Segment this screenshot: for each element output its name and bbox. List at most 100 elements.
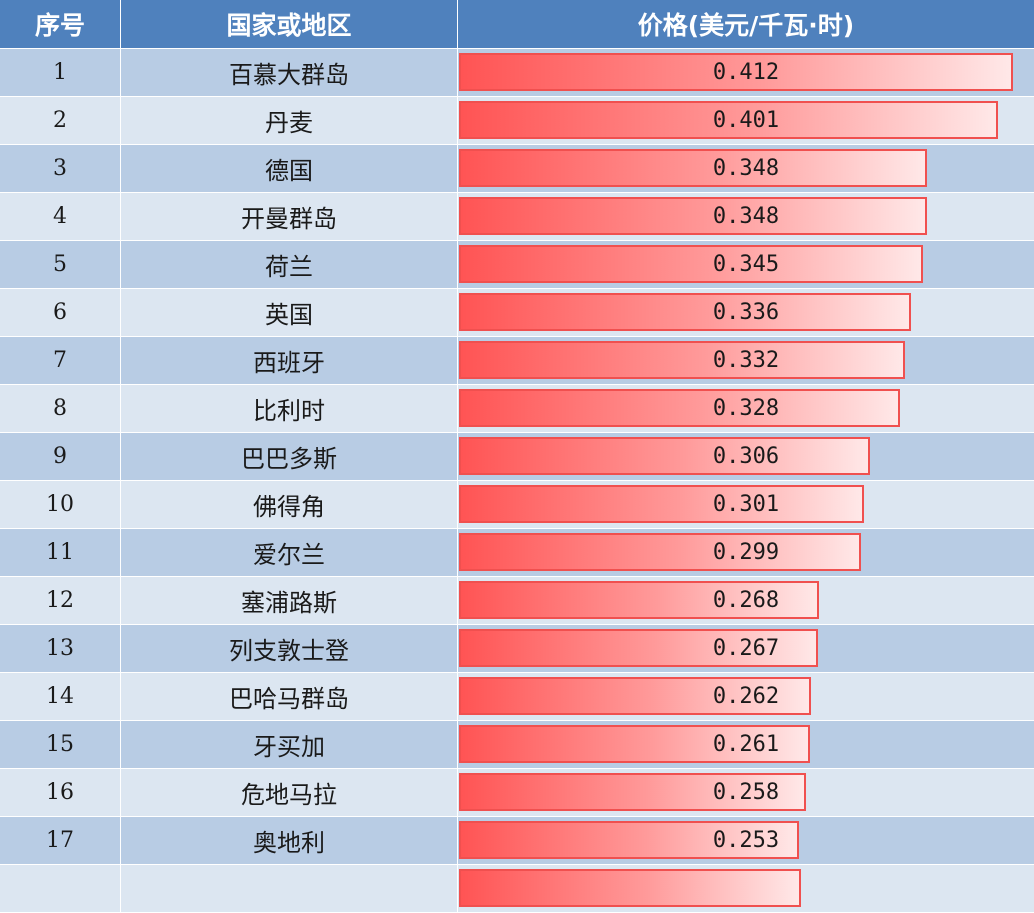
price-cell: 0.306 — [458, 433, 1034, 480]
country-cell: 比利时 — [121, 385, 457, 432]
price-cell: 0.262 — [458, 673, 1034, 720]
table-row: 17 奥地利 0.253 — [0, 817, 1034, 865]
rank-cell: 1 — [0, 49, 120, 96]
price-cell: 0.301 — [458, 481, 1034, 528]
country-cell: 牙买加 — [121, 721, 457, 768]
rank-cell: 17 — [0, 817, 120, 864]
table-row: 7 西班牙 0.332 — [0, 337, 1034, 385]
country-cell: 危地马拉 — [121, 769, 457, 816]
rank-cell: 12 — [0, 577, 120, 624]
table-row: 14 巴哈马群岛 0.262 — [0, 673, 1034, 721]
price-cell: 0.253 — [458, 817, 1034, 864]
data-bar — [459, 245, 923, 283]
country-cell: 佛得角 — [121, 481, 457, 528]
price-value: 0.412 — [712, 60, 780, 85]
table-row: 15 牙买加 0.261 — [0, 721, 1034, 769]
country-cell: 英国 — [121, 289, 457, 336]
price-value: 0.348 — [712, 156, 780, 181]
table-row: 1 百慕大群岛 0.412 — [0, 49, 1034, 97]
price-cell: 0.348 — [458, 145, 1034, 192]
rank-cell: 8 — [0, 385, 120, 432]
table-row: 4 开曼群岛 0.348 — [0, 193, 1034, 241]
data-bar — [459, 533, 861, 571]
table-row-partial — [0, 865, 1034, 913]
rank-cell: 11 — [0, 529, 120, 576]
price-value: 0.401 — [712, 108, 780, 133]
price-cell: 0.268 — [458, 577, 1034, 624]
data-bar — [459, 485, 864, 523]
price-cell: 0.348 — [458, 193, 1034, 240]
price-value: 0.348 — [712, 204, 780, 229]
country-cell — [121, 865, 457, 912]
rank-cell: 7 — [0, 337, 120, 384]
price-value: 0.345 — [712, 252, 780, 277]
price-value: 0.267 — [712, 636, 780, 661]
rank-cell: 6 — [0, 289, 120, 336]
price-cell: 0.258 — [458, 769, 1034, 816]
table-row: 8 比利时 0.328 — [0, 385, 1034, 433]
table-row: 9 巴巴多斯 0.306 — [0, 433, 1034, 481]
header-price: 价格(美元/千瓦·时) — [458, 0, 1034, 48]
rank-cell: 16 — [0, 769, 120, 816]
rank-cell: 5 — [0, 241, 120, 288]
data-bar — [459, 101, 998, 139]
country-cell: 西班牙 — [121, 337, 457, 384]
country-cell: 百慕大群岛 — [121, 49, 457, 96]
price-value: 0.258 — [712, 780, 780, 805]
price-value: 0.336 — [712, 300, 780, 325]
table-row: 12 塞浦路斯 0.268 — [0, 577, 1034, 625]
country-cell: 塞浦路斯 — [121, 577, 457, 624]
data-bar — [459, 53, 1013, 91]
price-cell: 0.267 — [458, 625, 1034, 672]
rank-cell: 15 — [0, 721, 120, 768]
country-cell: 德国 — [121, 145, 457, 192]
data-bar — [459, 725, 810, 763]
header-country: 国家或地区 — [121, 0, 457, 48]
data-bar — [459, 773, 806, 811]
table-row: 10 佛得角 0.301 — [0, 481, 1034, 529]
price-value: 0.306 — [712, 444, 780, 469]
country-cell: 巴哈马群岛 — [121, 673, 457, 720]
country-cell: 荷兰 — [121, 241, 457, 288]
price-cell: 0.345 — [458, 241, 1034, 288]
data-bar — [459, 341, 905, 379]
price-cell — [458, 865, 1034, 912]
rank-cell: 14 — [0, 673, 120, 720]
rank-cell: 2 — [0, 97, 120, 144]
price-cell: 0.299 — [458, 529, 1034, 576]
data-bar — [459, 869, 801, 907]
price-cell: 0.401 — [458, 97, 1034, 144]
price-value: 0.328 — [712, 396, 780, 421]
table-row: 16 危地马拉 0.258 — [0, 769, 1034, 817]
table-row: 3 德国 0.348 — [0, 145, 1034, 193]
data-bar — [459, 581, 819, 619]
data-bar — [459, 389, 900, 427]
table-row: 11 爱尔兰 0.299 — [0, 529, 1034, 577]
table-row: 2 丹麦 0.401 — [0, 97, 1034, 145]
data-bar — [459, 293, 911, 331]
rank-cell — [0, 865, 120, 912]
price-cell: 0.412 — [458, 49, 1034, 96]
price-value: 0.261 — [712, 732, 780, 757]
country-cell: 开曼群岛 — [121, 193, 457, 240]
country-cell: 列支敦士登 — [121, 625, 457, 672]
rank-cell: 9 — [0, 433, 120, 480]
rank-cell: 10 — [0, 481, 120, 528]
data-bar — [459, 149, 927, 187]
data-bar — [459, 437, 870, 475]
country-cell: 丹麦 — [121, 97, 457, 144]
price-cell: 0.261 — [458, 721, 1034, 768]
header-index: 序号 — [0, 0, 120, 48]
table-row: 6 英国 0.336 — [0, 289, 1034, 337]
data-bar — [459, 677, 811, 715]
price-value: 0.262 — [712, 684, 780, 709]
price-value: 0.268 — [712, 588, 780, 613]
price-value: 0.253 — [712, 828, 780, 853]
rank-cell: 4 — [0, 193, 120, 240]
country-cell: 奥地利 — [121, 817, 457, 864]
rank-cell: 13 — [0, 625, 120, 672]
price-value: 0.332 — [712, 348, 780, 373]
price-value: 0.301 — [712, 492, 780, 517]
country-cell: 爱尔兰 — [121, 529, 457, 576]
price-cell: 0.336 — [458, 289, 1034, 336]
